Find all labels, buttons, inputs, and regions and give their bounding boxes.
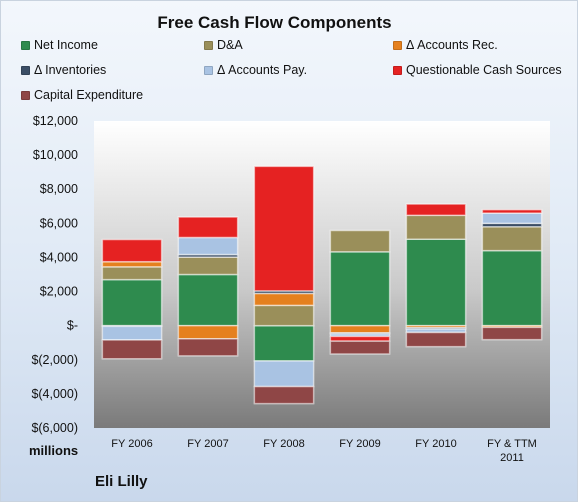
bar-segment-net-income — [329, 251, 391, 327]
legend-label: Capital Expenditure — [34, 88, 144, 102]
bar-segment-d-a — [177, 256, 239, 276]
y-tick-label: $6,000 — [40, 216, 78, 230]
bar-segment-questionable-cash-sources — [481, 208, 543, 214]
bar-segment-questionable-cash-sources — [177, 216, 239, 239]
legend-label: Net Income — [34, 38, 98, 52]
legend-swatch — [204, 66, 213, 75]
bar-segment-accounts-rec — [101, 260, 163, 268]
legend-label: Δ Inventories — [34, 63, 107, 77]
units-label: millions — [29, 443, 79, 458]
legend-item-accounts-pay: Δ Accounts Pay. — [204, 63, 307, 77]
legend-item-inventories: Δ Inventories — [21, 63, 106, 77]
plot-area — [94, 121, 550, 428]
legend-swatch — [21, 66, 30, 75]
legend-swatch — [204, 41, 213, 50]
y-tick-label: $(4,000) — [31, 387, 78, 401]
bar-segment-capital-expenditure — [101, 339, 163, 360]
bar-segment-accounts-rec — [177, 324, 239, 340]
bar-segment-capital-expenditure — [329, 340, 391, 355]
y-tick-label: $2,000 — [40, 285, 78, 299]
y-tick-label: $(6,000) — [31, 421, 78, 435]
y-tick-label: $10,000 — [33, 148, 78, 162]
legend-label: Questionable Cash Sources — [406, 63, 562, 77]
legend-item-capital-expenditure: Capital Expenditure — [21, 88, 143, 102]
legend-label: Δ Accounts Rec. — [406, 38, 498, 52]
bar-segment-d-a — [253, 304, 315, 327]
y-tick-label: $(2,000) — [31, 353, 78, 367]
bar-segment-net-income — [481, 249, 543, 327]
bar-segment-d-a — [329, 229, 391, 253]
bar-segment-net-income — [253, 324, 315, 362]
legend-swatch — [21, 41, 30, 50]
bar-segment-capital-expenditure — [405, 331, 467, 348]
bar-segment-accounts-pay — [481, 212, 543, 225]
legend-swatch — [21, 91, 30, 100]
bar-segment-questionable-cash-sources — [405, 203, 467, 217]
bar-segment-d-a — [405, 214, 467, 240]
bar-segment-d-a — [481, 225, 543, 252]
bar-segment-capital-expenditure — [177, 338, 239, 357]
legend-item-d-a: D&A — [204, 38, 243, 52]
company-label: Eli Lilly — [95, 473, 148, 490]
legend-item-questionable-cash-sources: Questionable Cash Sources — [393, 63, 562, 77]
legend-label: D&A — [217, 38, 243, 52]
chart-title: Free Cash Flow Components — [157, 13, 392, 32]
x-tick-label: FY 2006 — [111, 438, 152, 450]
bar-segment-questionable-cash-sources — [101, 238, 163, 263]
bar-segment-capital-expenditure — [481, 326, 543, 341]
bar-segment-accounts-pay — [177, 236, 239, 256]
x-tick-label: FY 2009 — [339, 438, 380, 450]
bar-segment-net-income — [177, 273, 239, 327]
y-tick-label: $12,000 — [33, 114, 78, 128]
y-tick-label: $8,000 — [40, 182, 78, 196]
legend-label: Δ Accounts Pay. — [217, 63, 308, 77]
bar-segment-d-a — [101, 266, 163, 281]
bar-segment-questionable-cash-sources — [253, 165, 315, 292]
bar-segment-accounts-rec — [253, 292, 315, 307]
x-tick-label: FY 2010 — [415, 438, 456, 450]
bar-segment-accounts-rec — [329, 324, 391, 334]
y-tick-label: $4,000 — [40, 250, 78, 264]
legend-swatch — [393, 41, 402, 50]
x-tick-label: FY 2008 — [263, 438, 304, 450]
bar-segment-net-income — [405, 238, 467, 327]
bar-segment-net-income — [101, 278, 163, 327]
bar-segment-accounts-pay — [101, 325, 163, 341]
legend-item-accounts-rec: Δ Accounts Rec. — [393, 38, 498, 52]
x-tick-label: FY & TTM 2011 — [487, 438, 537, 464]
x-tick-label: FY 2007 — [187, 438, 228, 450]
legend-swatch — [393, 66, 402, 75]
legend-item-net-income: Net Income — [21, 38, 98, 52]
y-tick-label: $- — [67, 319, 78, 333]
bar-segment-capital-expenditure — [253, 385, 315, 405]
bar-segment-accounts-pay — [253, 360, 315, 388]
